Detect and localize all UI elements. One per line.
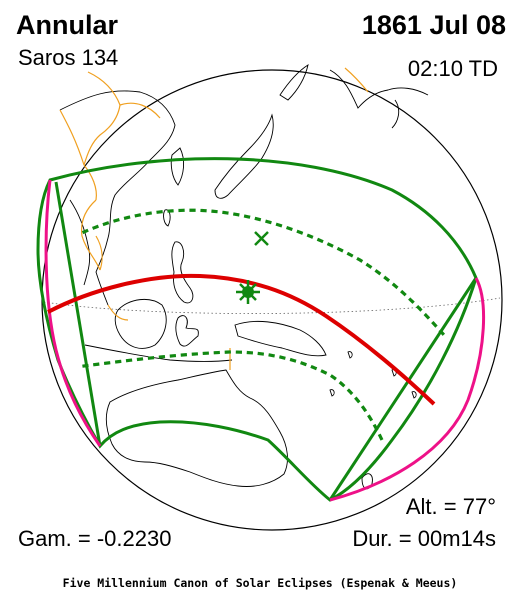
altitude-label: Alt. = 77°: [405, 494, 496, 519]
penumbra-west-limit: [54, 181, 102, 447]
penumbra-east-limit: [328, 277, 478, 501]
eclipse-type-title: Annular: [16, 10, 119, 40]
time-label: 02:10 TD: [407, 56, 498, 81]
sunset-curve: [329, 277, 486, 502]
southern-limit: [82, 350, 385, 443]
globe-outline: [41, 69, 503, 531]
gamma-label: Gam. = -0.2230: [18, 526, 172, 551]
eclipse-date: 1861 Jul 08: [361, 10, 506, 40]
greatest-eclipse-marker: [236, 280, 260, 304]
duration-label: Dur. = 00m14s: [352, 526, 496, 551]
northern-limit: [81, 208, 447, 338]
footer-credit: Five Millennium Canon of Solar Eclipses …: [62, 576, 458, 590]
saros-label: Saros 134: [18, 45, 119, 70]
central-path: [47, 273, 436, 406]
sunrise-curve: [44, 179, 102, 447]
sub-solar-marker: [254, 231, 269, 246]
